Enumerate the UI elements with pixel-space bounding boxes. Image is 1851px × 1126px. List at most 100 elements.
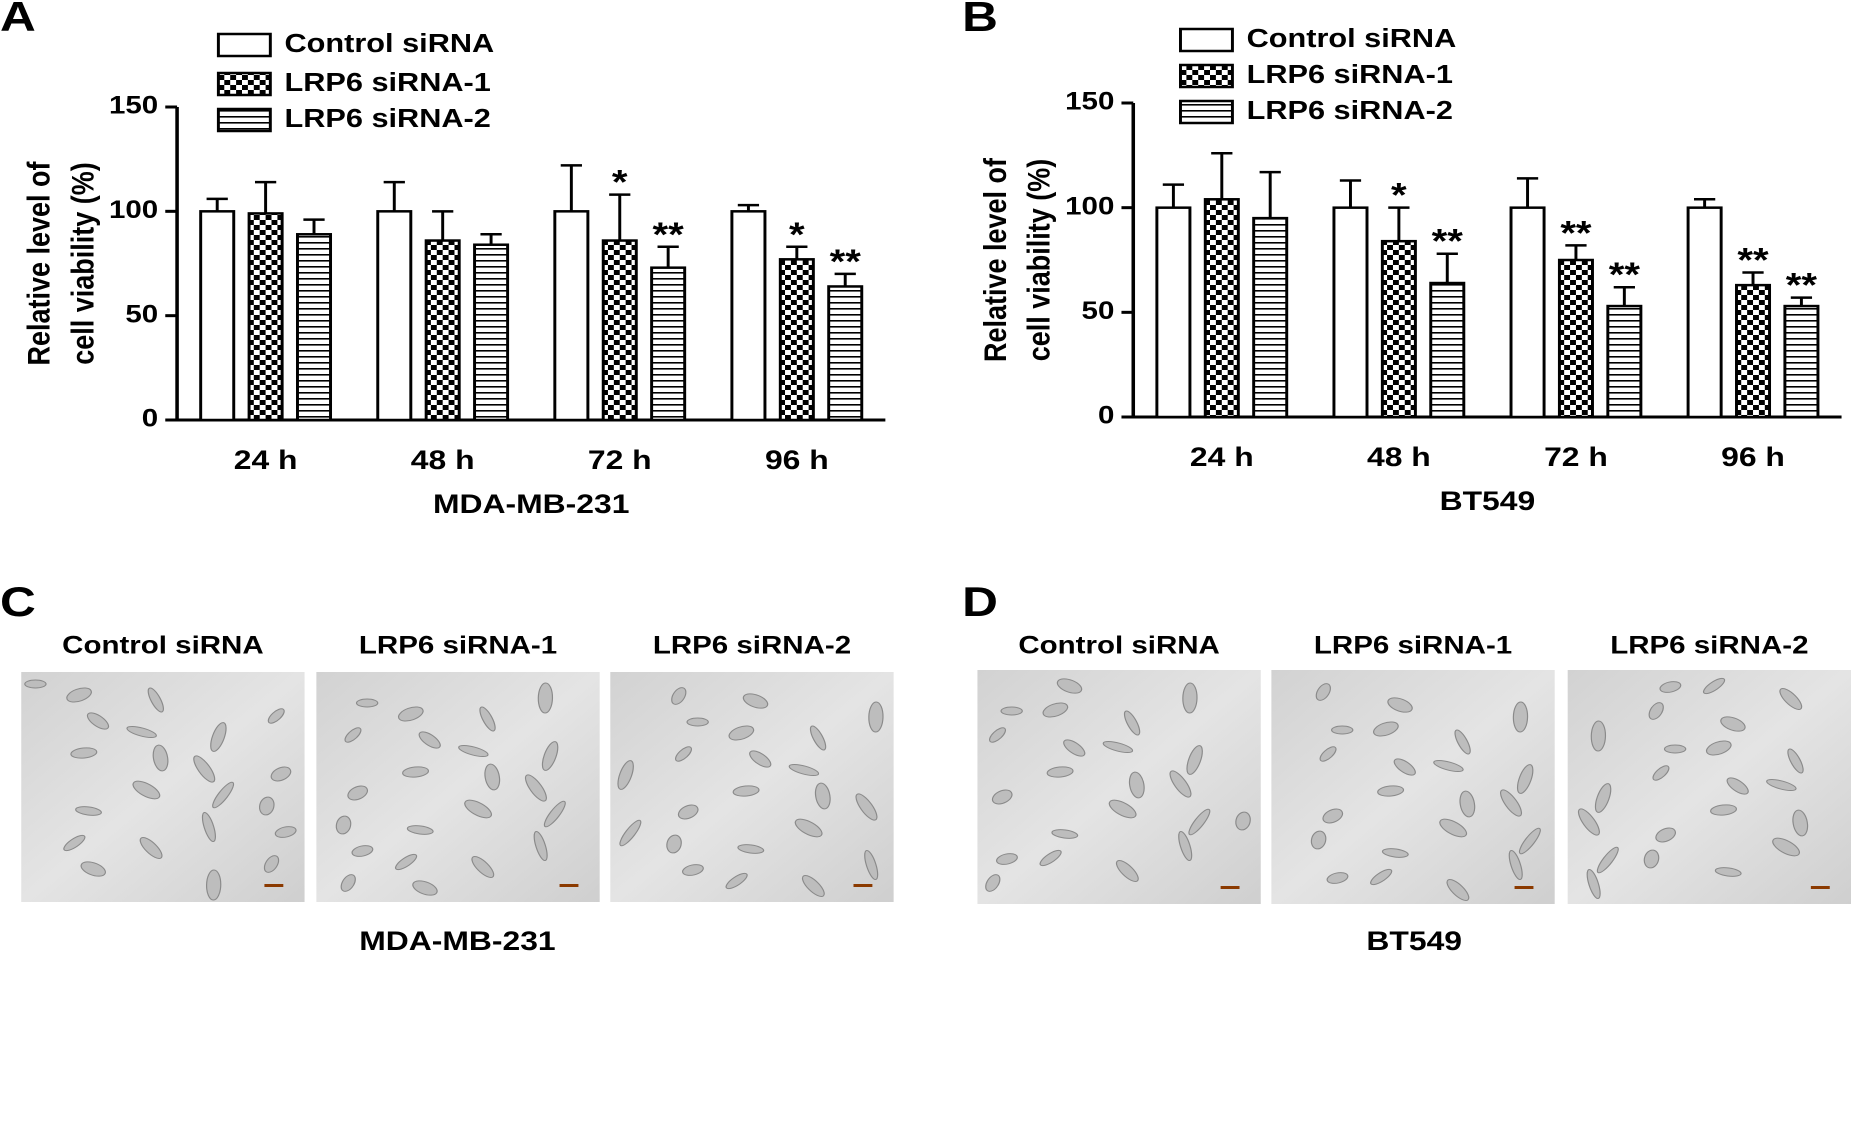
y-axis-title: cell viability (%) <box>65 162 101 364</box>
cell <box>985 874 1001 892</box>
bar <box>1332 206 1369 419</box>
cell <box>677 804 699 820</box>
bar <box>296 233 333 422</box>
legend-swatch <box>216 71 272 97</box>
bar <box>1509 206 1546 419</box>
y-tick-label: 0 <box>142 404 158 432</box>
legend-swatch <box>1179 99 1234 125</box>
legend-swatch <box>1179 27 1234 53</box>
y-tick-label: 150 <box>1065 87 1114 115</box>
cell <box>1178 830 1193 862</box>
cell <box>868 701 884 733</box>
cell <box>1169 770 1192 798</box>
cell <box>814 782 831 810</box>
cell <box>63 834 86 852</box>
cell <box>1123 710 1141 736</box>
cell <box>988 727 1007 743</box>
cell <box>1500 789 1523 817</box>
cell <box>1663 744 1687 754</box>
cell <box>541 741 559 771</box>
cell <box>1046 766 1074 778</box>
cell <box>855 793 878 821</box>
bar <box>827 285 864 422</box>
cell <box>258 796 275 816</box>
cell <box>152 744 169 772</box>
micrograph <box>1567 670 1851 904</box>
cell <box>1590 720 1607 752</box>
bar <box>553 210 590 422</box>
significance-label: * <box>612 163 628 201</box>
significance-label: ** <box>1737 240 1769 278</box>
cell <box>1648 702 1664 720</box>
cell <box>267 708 285 724</box>
cell <box>1439 818 1468 838</box>
x-tick-label: 96 h <box>1721 442 1785 472</box>
scale-bar <box>853 884 873 887</box>
cell <box>1393 758 1416 776</box>
cell <box>355 698 379 708</box>
cell <box>1702 677 1726 695</box>
panel-label: A <box>0 0 36 40</box>
image-title: Control siRNA <box>1018 631 1220 659</box>
cell <box>126 725 157 739</box>
bar <box>1252 216 1289 419</box>
cell <box>1433 759 1464 773</box>
bar <box>601 239 638 422</box>
cell <box>335 815 352 835</box>
cell <box>991 789 1013 805</box>
cell <box>1102 740 1134 754</box>
cell <box>1319 746 1337 762</box>
cell <box>1315 683 1331 701</box>
cell <box>1377 785 1405 797</box>
bar <box>376 210 413 422</box>
cell <box>344 727 362 743</box>
bar <box>473 243 510 422</box>
cell <box>1039 849 1062 867</box>
cell <box>132 780 161 800</box>
significance-label: * <box>789 215 805 253</box>
bar <box>778 258 815 422</box>
bar <box>1155 206 1192 419</box>
cell <box>788 763 820 777</box>
bar <box>1203 198 1240 419</box>
cell <box>193 755 216 783</box>
bar <box>1557 258 1594 419</box>
cell <box>1454 729 1471 755</box>
cell <box>1000 706 1023 716</box>
cell <box>674 746 693 762</box>
cell <box>737 844 765 854</box>
legend-label: LRP6 siRNA-1 <box>1247 60 1454 89</box>
cell <box>1792 809 1809 837</box>
cell <box>617 760 634 790</box>
micrograph <box>1271 670 1555 904</box>
y-tick-label: 150 <box>109 91 158 119</box>
cell <box>533 830 548 862</box>
panel-label: D <box>962 578 998 626</box>
bar <box>424 239 461 422</box>
bar <box>730 210 767 422</box>
image-caption: BT549 <box>1366 926 1462 956</box>
cell <box>86 712 110 730</box>
cell <box>406 825 434 835</box>
y-tick-label: 100 <box>1065 191 1114 219</box>
y-axis-title: cell viability (%) <box>1022 159 1058 361</box>
cell <box>1577 808 1600 836</box>
x-axis-title: BT549 <box>1440 486 1536 516</box>
image-caption: MDA-MB-231 <box>359 926 555 956</box>
image-title: LRP6 siRNA-1 <box>1314 631 1512 659</box>
bar <box>199 210 236 422</box>
cell <box>524 774 547 802</box>
cell <box>725 872 748 890</box>
cell <box>682 864 704 876</box>
cell <box>666 834 682 854</box>
cell <box>70 747 98 759</box>
cell <box>66 687 92 703</box>
panel-label: B <box>962 0 998 40</box>
cell <box>543 800 566 828</box>
cell <box>1508 849 1523 881</box>
panel-label: C <box>0 578 36 626</box>
cell <box>402 766 430 778</box>
legend-swatch <box>1179 63 1234 89</box>
x-tick-label: 24 h <box>234 445 298 475</box>
